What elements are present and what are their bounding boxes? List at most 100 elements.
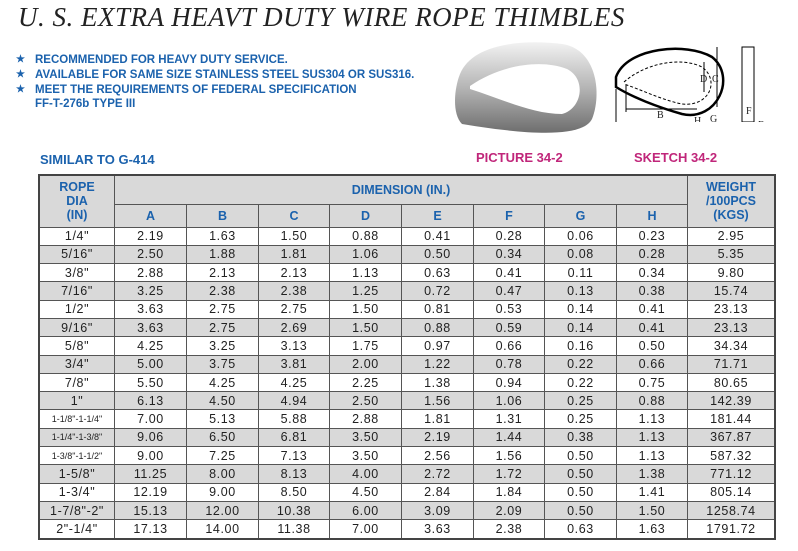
dimension-cell: 3.63 — [114, 299, 187, 319]
dimension-cell: 3.75 — [186, 354, 259, 374]
dimension-cell: 2.50 — [329, 391, 402, 411]
dimension-cell: 2.72 — [401, 464, 474, 484]
dimension-cell: 5.13 — [186, 409, 259, 429]
dimension-cell: 0.23 — [616, 226, 688, 246]
dimension-cell: 0.08 — [544, 244, 617, 265]
dimension-cell: 2.88 — [114, 263, 187, 283]
dimension-cell: 0.14 — [544, 299, 617, 319]
dimension-cell: 1.50 — [616, 500, 688, 521]
weight-cell: 367.87 — [687, 427, 776, 448]
rope-dia-cell: 1-3/8"-1-1/2" — [38, 446, 115, 466]
weight-cell: 771.12 — [687, 464, 776, 484]
dimension-cell: 2.75 — [186, 299, 259, 319]
column-header-d: D — [329, 203, 402, 228]
dimension-cell: 3.13 — [258, 336, 330, 356]
dimension-cell: 3.50 — [329, 446, 402, 466]
dimension-cell: 1.41 — [616, 482, 688, 502]
table-row: 7/16" 3.25 2.38 2.38 1.25 0.72 0.47 0.13 0.38 15.… — [38, 281, 776, 301]
rope-dia-cell: 1-7/8"-2" — [38, 500, 115, 521]
dimension-cell: 2.13 — [258, 263, 330, 283]
spec-table: ROPE DIA (IN) DIMENSION (IN.) WEIGHT/100PC… — [38, 174, 776, 540]
weight-cell: 34.34 — [687, 336, 776, 356]
dimension-cell: 0.22 — [544, 354, 617, 374]
dimension-cell: 3.50 — [329, 427, 402, 448]
dimension-cell: 1.13 — [616, 427, 688, 448]
dimension-cell: 4.50 — [186, 391, 259, 411]
weight-cell: 15.74 — [687, 281, 776, 301]
rope-dia-cell: 1-3/4" — [38, 482, 115, 502]
dimension-cell: 1.84 — [473, 482, 545, 502]
dimension-cell: 12.00 — [186, 500, 259, 521]
dimension-cell: 2.88 — [329, 409, 402, 429]
dimension-cell: 5.88 — [258, 409, 330, 429]
dimension-cell: 2.25 — [329, 372, 402, 393]
dimension-cell: 0.78 — [473, 354, 545, 374]
rope-dia-cell: 5/8" — [38, 336, 115, 356]
feature-text: RECOMMENDED FOR HEAVY DUTY SERVICE. — [35, 54, 288, 66]
feature-text: AVAILABLE FOR SAME SIZE STAINLESS STEEL … — [35, 68, 415, 81]
dimension-cell: 0.50 — [544, 500, 617, 521]
dimension-cell: 2.75 — [186, 317, 259, 338]
rope-dia-cell: 2"-1/4" — [38, 519, 115, 540]
table-row: 1/4" 2.19 1.63 1.50 0.88 0.41 0.28 0.06 0.23 2.95 — [38, 226, 776, 246]
dimension-cell: 3.63 — [401, 519, 474, 540]
dimension-cell: 2.00 — [329, 354, 402, 374]
sketch-label-e: E — [758, 120, 764, 122]
dimension-cell: 0.97 — [401, 336, 474, 356]
picture-caption: PICTURE 34-2 — [476, 150, 563, 165]
weight-cell: 2.95 — [687, 226, 776, 246]
sketch-caption: SKETCH 34-2 — [634, 150, 718, 165]
dimension-cell: 4.50 — [329, 482, 402, 502]
column-header-a: A — [114, 203, 187, 228]
dimension-cell: 0.34 — [616, 263, 688, 283]
dimension-cell: 0.41 — [401, 226, 474, 246]
sketch-label-d: D — [700, 74, 707, 85]
rope-dia-cell: 5/16" — [38, 244, 115, 265]
rope-dia-cell: 1/4" — [38, 226, 115, 246]
rope-dia-cell: 1/2" — [38, 299, 115, 319]
table-row: 1-5/8" 11.25 8.00 8.13 4.00 2.72 1.72 0.50 1.38 7… — [38, 464, 776, 484]
table-row: 1-3/8"-1-1/2" 9.00 7.25 7.13 3.50 2.56 1.56 0.5… — [38, 446, 776, 466]
dimension-cell: 0.53 — [473, 299, 545, 319]
table-row: 1-3/4" 12.19 9.00 8.50 4.50 2.84 1.84 0.50 1.41 8… — [38, 482, 776, 502]
dimension-cell: 0.50 — [616, 336, 688, 356]
dimension-cell: 0.22 — [544, 372, 617, 393]
feature-text: FF-T-276b TYPE III — [35, 98, 136, 111]
feature-text: MEET THE REQUIREMENTS OF FEDERAL SPECIFI… — [35, 83, 357, 96]
dimension-cell: 0.25 — [544, 409, 617, 429]
dimension-cell: 1.06 — [329, 244, 402, 265]
dimension-cell: 14.00 — [186, 519, 259, 540]
rope-dia-cell: 7/8" — [38, 372, 115, 393]
dimension-cell: 1.50 — [329, 317, 402, 338]
dimension-cell: 11.38 — [258, 519, 330, 540]
feature-item: ★ RECOMMENDED FOR HEAVY DUTY SERVICE. — [16, 53, 414, 68]
weight-cell: 5.35 — [687, 244, 776, 265]
dimension-cell: 0.47 — [473, 281, 545, 301]
dimension-cell: 1.56 — [401, 391, 474, 411]
table-row: 5/16" 2.50 1.88 1.81 1.06 0.50 0.34 0.08 0.28 5.3… — [38, 244, 776, 265]
rope-dia-cell: 1-5/8" — [38, 464, 115, 484]
dimension-cell: 1.25 — [329, 281, 402, 301]
dimension-cell: 0.50 — [544, 482, 617, 502]
dimension-cell: 1.75 — [329, 336, 402, 356]
dimension-cell: 0.28 — [473, 226, 545, 246]
table-row: 1-7/8"-2" 15.13 12.00 10.38 6.00 3.09 2.09 0.50… — [38, 500, 776, 521]
table-row: 3/8" 2.88 2.13 2.13 1.13 0.63 0.41 0.11 0.34 9.80 — [38, 263, 776, 283]
rope-dia-cell: 9/16" — [38, 317, 115, 338]
similar-to-label: SIMILAR TO G-414 — [40, 152, 155, 167]
dimension-cell: 7.00 — [329, 519, 402, 540]
weight-cell: 1791.72 — [687, 519, 776, 540]
dimension-cell: 5.00 — [114, 354, 187, 374]
dimension-cell: 1.88 — [186, 244, 259, 265]
dimension-cell: 4.94 — [258, 391, 330, 411]
dimension-cell: 1.50 — [258, 226, 330, 246]
dimension-cell: 2.69 — [258, 317, 330, 338]
column-header-f: F — [473, 203, 545, 228]
dimension-cell: 8.13 — [258, 464, 330, 484]
dimension-cell: 2.38 — [258, 281, 330, 301]
rope-dia-cell: 7/16" — [38, 281, 115, 301]
column-header-e: E — [401, 203, 474, 228]
dimension-cell: 1.06 — [473, 391, 545, 411]
dimension-cell: 2.13 — [186, 263, 259, 283]
dimension-cell: 3.63 — [114, 317, 187, 338]
